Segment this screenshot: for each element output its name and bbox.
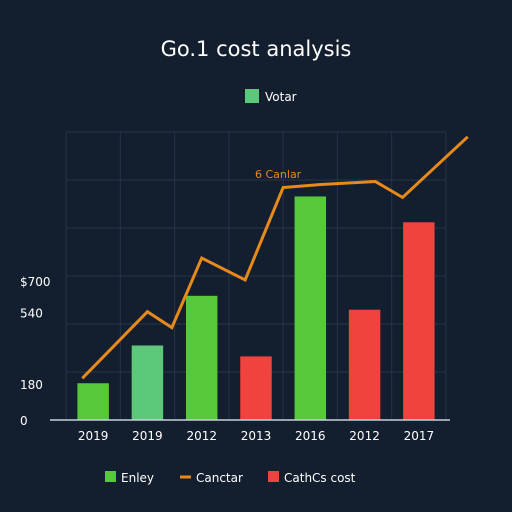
y-tick-label-4: $700	[20, 275, 51, 289]
x-tick-label-7: 2017	[404, 429, 435, 443]
bottom-legend: Enley Canctar CathCs cost	[105, 471, 356, 485]
legend-label-3: CathCs cost	[284, 471, 356, 485]
x-tick-label-2: 2019	[132, 429, 163, 443]
cost-line	[81, 135, 469, 380]
legend-label-1: Enley	[121, 471, 154, 485]
bar-6	[348, 309, 381, 420]
line-annotation: 6 Canlar	[255, 168, 302, 181]
x-tick-label-3: 2012	[186, 429, 217, 443]
x-tick-label-6: 2012	[349, 429, 380, 443]
x-tick-label-5: 2016	[295, 429, 326, 443]
legend-label-2: Canctar	[196, 471, 243, 485]
chart-title: Go.1 cost analysis	[161, 37, 352, 61]
legend-box-swatch-3	[268, 471, 279, 482]
bar-4	[240, 356, 272, 420]
bar-1	[77, 383, 109, 420]
bar-5	[294, 196, 327, 420]
x-tick-labels: 2019 2019 2012 2013 2016 2012 2017	[78, 429, 434, 443]
x-tick-label-4: 2013	[241, 429, 272, 443]
y-tick-label-1: 0	[20, 414, 28, 428]
legend-box-swatch-1	[105, 471, 116, 482]
bars	[77, 196, 435, 420]
x-tick-label-1: 2019	[78, 429, 109, 443]
y-tick-label-3: 540	[20, 307, 43, 321]
y-tick-labels: 0 180 540 $700	[20, 275, 51, 428]
cost-line-path	[81, 135, 469, 380]
bar-2	[131, 345, 164, 420]
top-legend-swatch	[245, 89, 259, 103]
bar-3	[185, 295, 218, 420]
bar-7	[403, 222, 435, 420]
y-tick-label-2: 180	[20, 378, 43, 392]
top-legend-label: Votar	[265, 90, 297, 104]
